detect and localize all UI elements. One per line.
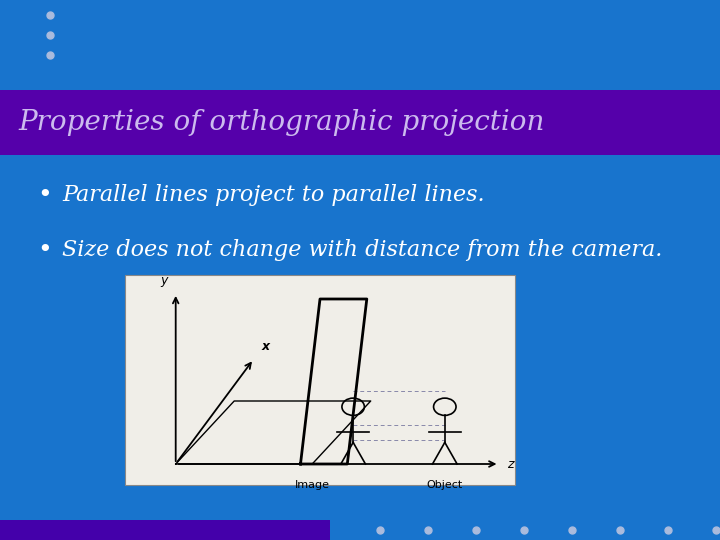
Text: Image: Image	[294, 481, 330, 490]
Text: •: •	[37, 183, 53, 207]
Text: •: •	[37, 238, 53, 262]
Text: z: z	[507, 457, 513, 470]
Bar	[125, 275, 515, 485]
Text: y: y	[161, 274, 168, 287]
Text: Parallel lines project to parallel lines.: Parallel lines project to parallel lines…	[62, 184, 485, 206]
Text: x: x	[261, 340, 269, 353]
Text: Size does not change with distance from the camera.: Size does not change with distance from …	[62, 239, 662, 261]
Bar	[0, 520, 330, 540]
Text: Properties of orthographic projection: Properties of orthographic projection	[18, 109, 544, 136]
Text: Object: Object	[427, 481, 463, 490]
Bar	[0, 90, 720, 155]
